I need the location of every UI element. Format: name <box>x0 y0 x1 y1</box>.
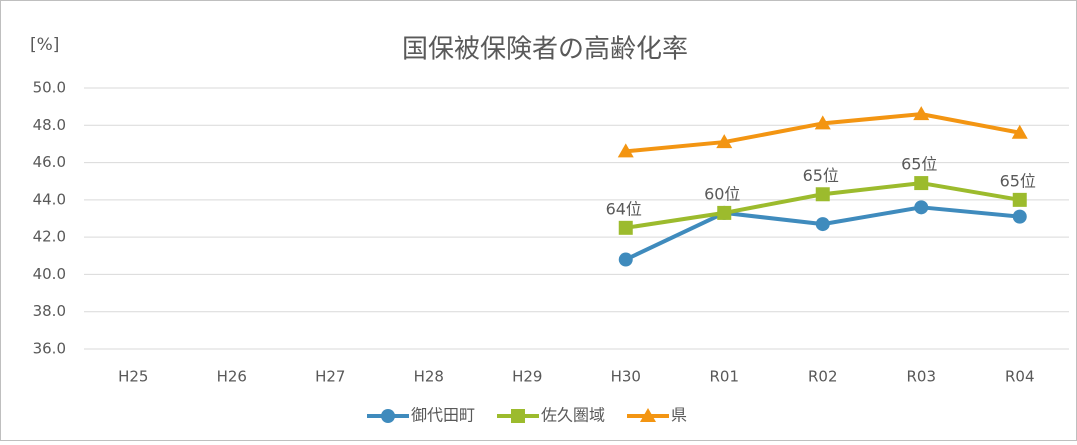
marker <box>814 115 831 130</box>
annotation: 65位 <box>901 155 937 174</box>
x-tick-label: R04 <box>1005 368 1035 386</box>
marker <box>717 205 732 220</box>
x-tick-label: H30 <box>611 368 641 386</box>
marker <box>1012 192 1027 207</box>
y-tick-label: 46.0 <box>33 153 66 171</box>
legend-marker <box>381 409 395 423</box>
x-tick-label: R03 <box>906 368 936 386</box>
legend-label: 御代田町 <box>411 406 475 425</box>
legend-marker <box>511 409 525 423</box>
marker <box>1012 209 1027 224</box>
x-tick-label: H27 <box>315 368 345 386</box>
annotation: 65位 <box>803 166 839 185</box>
x-tick-label: R02 <box>808 368 838 386</box>
marker <box>716 134 733 149</box>
legend-marker <box>640 408 656 422</box>
annotation: 64位 <box>606 199 642 218</box>
marker <box>815 217 830 232</box>
marker <box>618 220 633 235</box>
x-tick-label: H29 <box>512 368 542 386</box>
y-tick-label: 38.0 <box>33 302 66 320</box>
y-unit: [%] <box>30 35 59 55</box>
x-tick-label: R01 <box>709 368 739 386</box>
marker <box>617 143 634 158</box>
y-tick-label: 48.0 <box>33 116 66 134</box>
x-tick-label: H25 <box>118 368 148 386</box>
y-tick-label: 44.0 <box>33 190 66 208</box>
marker <box>1011 124 1028 139</box>
marker <box>913 106 930 121</box>
chart-title: 国保被保険者の高齢化率 <box>402 35 688 65</box>
marker <box>815 187 830 202</box>
legend-label: 佐久圏域 <box>541 406 605 425</box>
marker <box>618 252 633 267</box>
annotation: 65位 <box>1000 171 1036 190</box>
y-tick-label: 42.0 <box>33 228 66 246</box>
legend-label: 県 <box>671 406 687 425</box>
y-tick-label: 50.0 <box>33 79 66 97</box>
annotation: 60位 <box>704 184 740 203</box>
x-tick-label: H26 <box>217 368 247 386</box>
x-tick-label: H28 <box>414 368 444 386</box>
y-tick-label: 40.0 <box>33 265 66 283</box>
y-tick-label: 36.0 <box>33 340 66 358</box>
marker <box>914 200 929 215</box>
marker <box>914 176 929 191</box>
